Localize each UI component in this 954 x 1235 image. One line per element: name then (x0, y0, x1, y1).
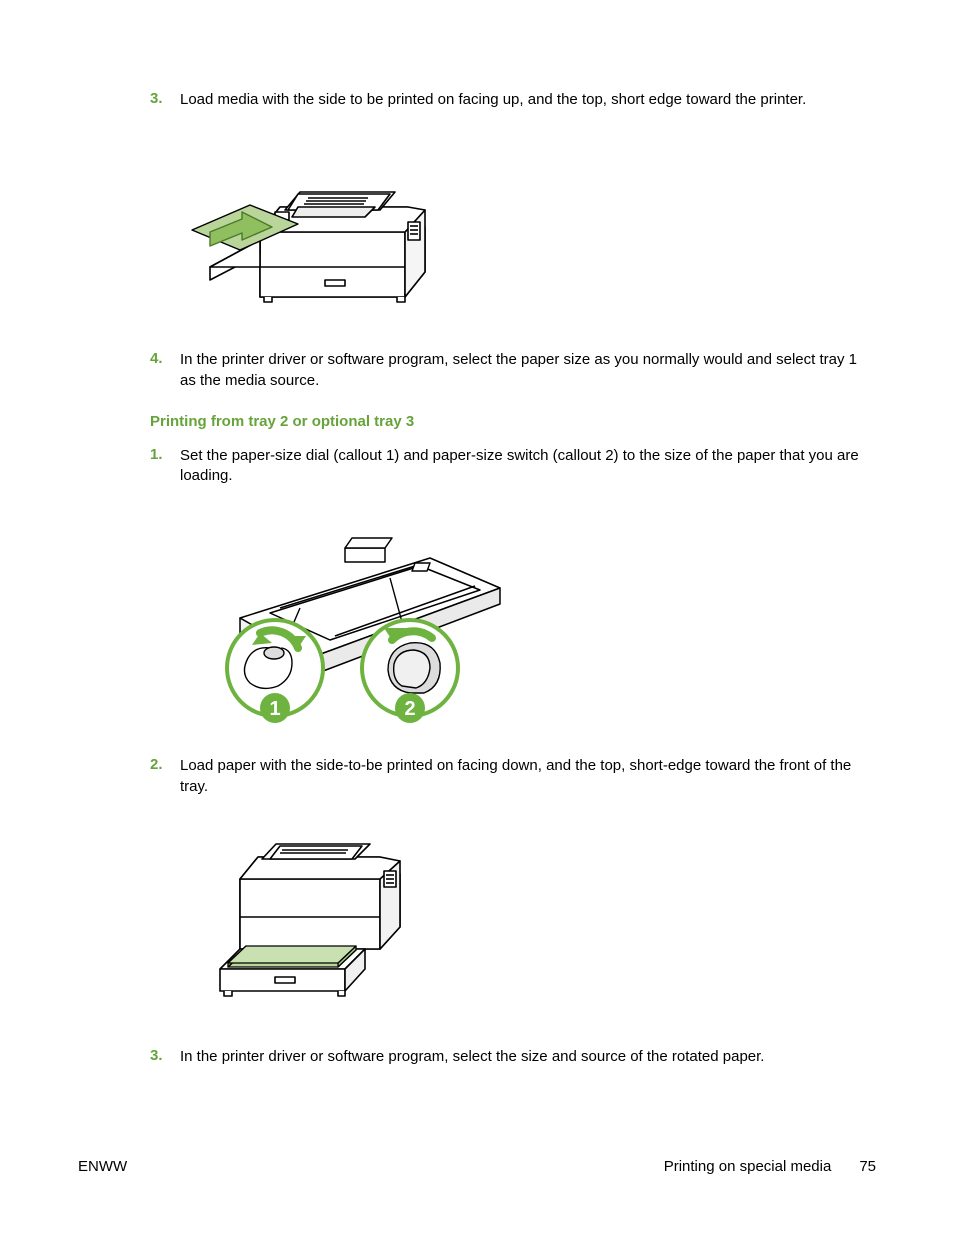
step-b3: 3. In the printer driver or software pro… (78, 1047, 876, 1067)
step-b2: 2. Load paper with the side-to-be printe… (78, 756, 876, 797)
callout-1-label: 1 (269, 698, 280, 720)
printer-tray2-svg (180, 819, 430, 1019)
figure-tray1-load (78, 132, 876, 322)
figure-tray2-dial: 1 2 (78, 508, 876, 728)
step-text: Load media with the side to be printed o… (180, 90, 876, 110)
step-number: 3. (78, 1047, 180, 1064)
footer-left: ENWW (78, 1158, 127, 1175)
step-text: In the printer driver or software progra… (180, 1047, 876, 1067)
step-number: 2. (78, 756, 180, 773)
step-number: 1. (78, 446, 180, 463)
step-text: Load paper with the side-to-be printed o… (180, 756, 876, 797)
footer-section: Printing on special media (664, 1158, 832, 1175)
footer-page-number: 75 (859, 1158, 876, 1175)
step-3: 3. Load media with the side to be printe… (78, 90, 876, 110)
step-text: Set the paper-size dial (callout 1) and … (180, 446, 876, 487)
callout-2-label: 2 (404, 698, 415, 720)
step-number: 4. (78, 350, 180, 367)
tray-dial-svg: 1 2 (180, 508, 510, 728)
figure-tray2-load (78, 819, 876, 1019)
printer-tray1-svg (180, 132, 440, 322)
subheading-tray2: Printing from tray 2 or optional tray 3 (78, 413, 876, 430)
step-4: 4. In the printer driver or software pro… (78, 350, 876, 391)
step-text: In the printer driver or software progra… (180, 350, 876, 391)
step-number: 3. (78, 90, 180, 107)
step-b1: 1. Set the paper-size dial (callout 1) a… (78, 446, 876, 487)
document-page: 3. Load media with the side to be printe… (0, 0, 954, 1235)
page-footer: ENWW Printing on special media 75 (78, 1158, 876, 1175)
